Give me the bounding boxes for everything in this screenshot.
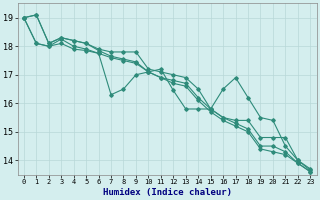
X-axis label: Humidex (Indice chaleur): Humidex (Indice chaleur) — [103, 188, 232, 197]
